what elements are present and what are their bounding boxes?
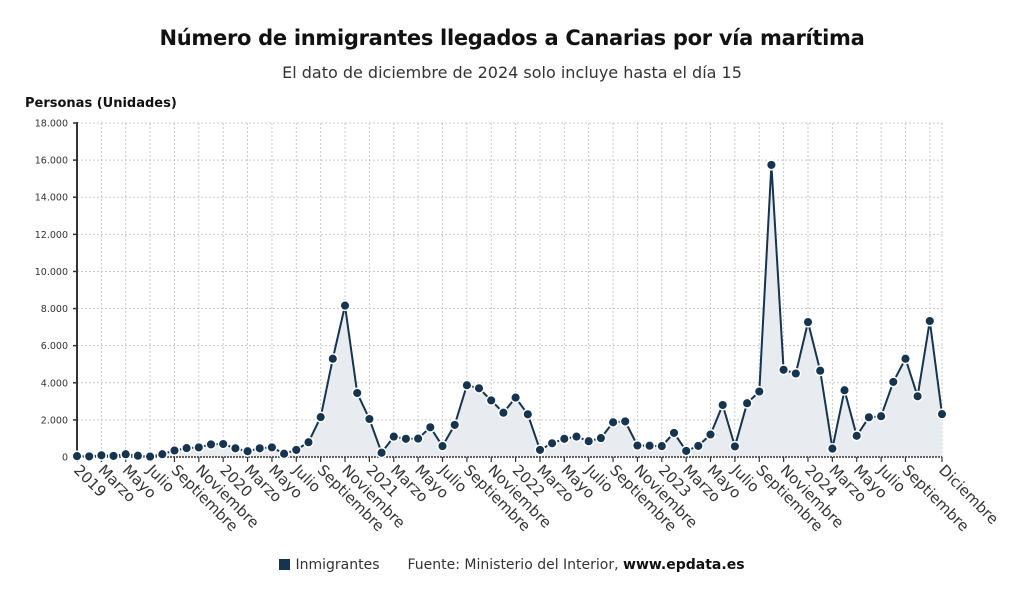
data-point — [156, 448, 168, 460]
data-point — [631, 439, 643, 452]
data-point — [704, 428, 717, 441]
data-point — [473, 382, 485, 394]
data-point — [790, 367, 802, 380]
data-point — [522, 408, 534, 420]
legend: Inmigrantes Fuente: Ministerio del Interi… — [0, 557, 1024, 573]
grid-lines — [77, 122, 943, 457]
data-point — [924, 315, 936, 327]
data-point — [510, 392, 522, 404]
data-point — [217, 438, 229, 450]
data-point — [558, 433, 570, 445]
source-label: Fuente: Ministerio del Interior, — [407, 557, 624, 573]
data-point — [826, 443, 838, 455]
data-point — [802, 316, 814, 328]
chart-title: Número de inmigrantes llegados a Canaria… — [159, 26, 865, 50]
data-point — [729, 440, 741, 452]
data-point — [71, 450, 83, 462]
data-point — [327, 353, 339, 365]
y-tick-label: 8.000 — [41, 304, 68, 315]
data-point — [412, 433, 424, 445]
data-point — [595, 432, 607, 444]
source-site-link[interactable]: www.epdata.es — [623, 557, 745, 573]
data-point — [485, 394, 497, 406]
y-axis-label: Personas (Unidades) — [25, 96, 177, 111]
data-point — [132, 450, 144, 462]
data-point — [376, 447, 388, 459]
series-points — [71, 159, 948, 463]
data-point — [120, 448, 132, 460]
data-point — [424, 421, 436, 433]
y-tick-label: 10.000 — [35, 267, 68, 278]
data-point — [583, 435, 595, 447]
data-point — [570, 431, 583, 443]
y-tick-label: 14.000 — [35, 193, 68, 204]
data-point — [302, 436, 315, 448]
y-tick-labels: 0 2.000 4.000 6.000 8.000 10.000 12.000 14.000 1… — [35, 119, 68, 464]
data-point — [144, 451, 156, 463]
data-point — [461, 379, 473, 391]
data-point — [400, 433, 412, 445]
data-point — [863, 411, 875, 423]
data-point — [765, 159, 777, 171]
data-point — [656, 440, 668, 452]
x-tick-labels: 2019MarzoMayoJulioSeptiembreNoviembre202… — [70, 460, 1002, 535]
data-point — [449, 419, 461, 431]
data-point — [717, 399, 729, 411]
data-point — [436, 440, 449, 452]
legend-label-inmigrantes: Inmigrantes — [295, 557, 380, 573]
axes — [73, 122, 943, 462]
data-point — [242, 445, 254, 457]
y-tick-label: 12.000 — [35, 230, 68, 241]
data-point — [339, 300, 351, 312]
data-point — [205, 438, 217, 450]
data-point — [497, 407, 509, 419]
data-point — [899, 353, 912, 365]
y-tick-label: 16.000 — [35, 156, 68, 167]
data-point — [912, 390, 924, 402]
y-tick-label: 0 — [62, 453, 68, 464]
data-point — [619, 415, 631, 427]
chart-subtitle: El dato de diciembre de 2024 solo incluy… — [282, 63, 742, 82]
data-point — [814, 365, 826, 377]
data-point — [753, 385, 765, 398]
data-point — [668, 427, 680, 439]
data-point — [315, 411, 327, 423]
data-point — [351, 387, 363, 399]
data-point — [741, 397, 753, 409]
series-area-fill — [77, 164, 942, 457]
data-point — [887, 376, 899, 388]
data-point — [692, 440, 704, 452]
y-tick-label: 18.000 — [35, 119, 68, 130]
y-tick-label: 6.000 — [41, 341, 68, 352]
data-point — [83, 450, 95, 462]
data-point — [388, 431, 400, 443]
data-point — [107, 450, 120, 462]
data-point — [95, 449, 107, 461]
data-point — [290, 444, 302, 456]
y-tick-label: 2.000 — [41, 415, 68, 426]
data-point — [936, 408, 948, 420]
data-point — [680, 445, 692, 457]
data-point — [278, 448, 290, 460]
y-tick-label: 4.000 — [41, 378, 68, 389]
data-point — [363, 413, 375, 425]
data-point — [193, 441, 205, 453]
legend-swatch-inmigrantes — [279, 559, 291, 570]
data-point — [181, 442, 193, 454]
data-point — [546, 437, 558, 449]
data-point — [838, 384, 851, 396]
data-point — [229, 442, 241, 454]
data-point — [644, 440, 656, 452]
data-point — [534, 444, 546, 456]
data-point — [875, 410, 887, 422]
data-point — [254, 442, 266, 454]
data-point — [607, 416, 619, 428]
data-point — [266, 441, 278, 453]
data-point — [851, 430, 863, 442]
data-point — [168, 444, 181, 457]
data-point — [778, 364, 790, 376]
